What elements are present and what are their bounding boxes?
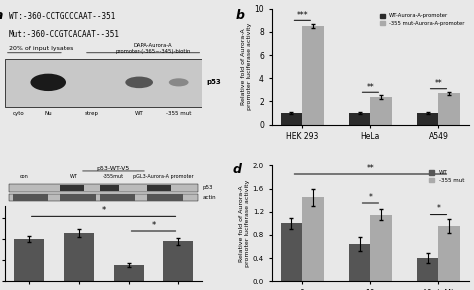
FancyBboxPatch shape [5,59,202,107]
Text: a: a [0,9,3,22]
Text: d: d [232,163,241,176]
FancyBboxPatch shape [147,194,182,201]
Text: Mut:-360-CCGTCACAAT--351: Mut:-360-CCGTCACAAT--351 [9,30,120,39]
Text: pGL3-Aurora-A promoter: pGL3-Aurora-A promoter [133,174,193,179]
Text: p53: p53 [202,185,213,191]
FancyBboxPatch shape [100,194,135,201]
Bar [64,233,93,281]
Bar [417,258,438,281]
Y-axis label: Relative fold of Aurora-A
promoter luciferase activity: Relative fold of Aurora-A promoter lucif… [239,180,250,267]
Text: **: ** [366,83,374,92]
Bar [349,113,370,125]
Text: -355mut: -355mut [103,174,124,179]
Text: Nu: Nu [45,111,52,116]
FancyBboxPatch shape [147,184,171,191]
FancyBboxPatch shape [9,184,199,192]
Text: ***: *** [297,11,308,20]
Text: 20% of input lysates: 20% of input lysates [9,46,73,51]
Text: **: ** [435,79,442,88]
FancyBboxPatch shape [100,184,119,191]
Text: WT: WT [70,174,78,179]
Bar [438,93,460,125]
Bar [281,223,302,281]
Bar [349,244,370,281]
Bar [164,242,193,281]
Text: -355 mut: -355 mut [166,111,191,116]
Bar [370,97,392,125]
Bar [302,197,324,281]
Text: WT:-360-CCTGCCCAAT--351: WT:-360-CCTGCCCAAT--351 [9,12,115,21]
Text: b: b [236,9,245,22]
Text: *: * [151,221,155,230]
Bar [370,215,392,281]
Text: *: * [437,204,440,213]
Text: *: * [101,206,106,215]
Bar [114,265,144,281]
Bar [281,113,302,125]
Text: **: ** [366,164,374,173]
Text: cyto: cyto [13,111,25,116]
Text: con: con [20,174,29,179]
Y-axis label: Relative fold of Aurora-A
promoter luciferase activity: Relative fold of Aurora-A promoter lucif… [241,23,252,110]
Ellipse shape [169,78,189,86]
Legend: WT-Aurora-A-promoter, -355 mut-Aurora-A-promoter: WT-Aurora-A-promoter, -355 mut-Aurora-A-… [377,11,466,28]
FancyBboxPatch shape [60,194,96,201]
Ellipse shape [30,74,66,91]
Text: p53-WT-V5: p53-WT-V5 [97,166,130,171]
FancyBboxPatch shape [9,194,199,201]
Bar [14,239,44,281]
Text: p53: p53 [206,79,221,85]
FancyBboxPatch shape [13,194,48,201]
Bar [438,226,460,281]
Ellipse shape [125,77,153,88]
Text: DAPA-Aurora-A
promoter-(-365~-345)-biotin: DAPA-Aurora-A promoter-(-365~-345)-bioti… [115,43,191,54]
Bar [302,26,324,125]
Text: *: * [368,193,373,202]
FancyBboxPatch shape [60,184,84,191]
Legend: WT, -355 mut: WT, -355 mut [427,168,466,185]
Text: actin: actin [202,195,216,200]
Text: strep: strep [85,111,99,116]
Bar [417,113,438,125]
Text: WT: WT [135,111,144,116]
